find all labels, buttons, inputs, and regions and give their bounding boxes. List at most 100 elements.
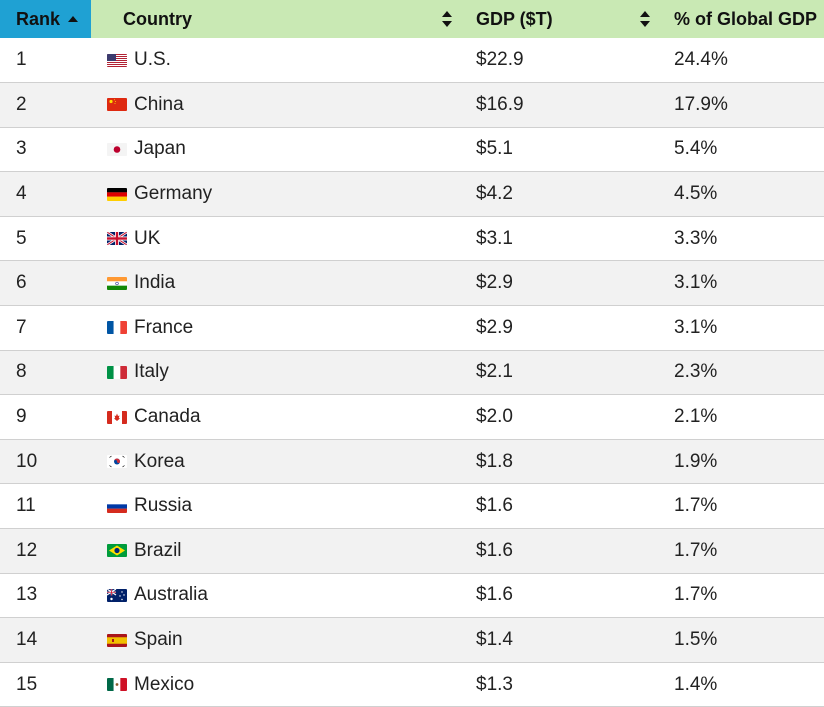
mexico-flag-icon [107, 678, 127, 692]
country-name: India [134, 272, 176, 294]
country-cell: Brazil [91, 529, 466, 574]
country-name: Mexico [134, 673, 195, 695]
gdp-cell: $1.6 [476, 584, 513, 606]
country-name: Italy [134, 361, 169, 383]
rank-cell: 11 [16, 495, 36, 517]
rank-cell: 2 [16, 93, 27, 115]
table-row: 11 Russia $1.6 1.7% [0, 483, 824, 529]
rank-cell: 4 [16, 183, 27, 205]
country-cell: Canada [91, 395, 466, 440]
rank-cell: 15 [16, 673, 38, 695]
table-row: 2 China $16.9 17.9% [0, 82, 824, 128]
table-row: 7 France $2.9 3.1% [0, 305, 824, 351]
table-row: 6 India $2.9 3.1% [0, 260, 824, 306]
rank-header-label: Rank [16, 8, 61, 29]
country-name: Spain [134, 629, 183, 651]
us-flag-icon [107, 53, 127, 67]
country-name: Korea [134, 450, 185, 472]
canada-flag-icon [107, 410, 127, 424]
country-cell: Spain [91, 618, 466, 663]
country-header-label: Country [123, 8, 192, 29]
gdp-cell: $22.9 [476, 49, 524, 71]
gdp-cell: $5.1 [476, 138, 513, 160]
rank-cell: 14 [16, 629, 38, 651]
pct-column-header[interactable]: % of Global GDP [664, 0, 824, 38]
india-flag-icon [107, 276, 127, 290]
rank-cell: 5 [16, 227, 27, 249]
pct-cell: 1.4% [674, 673, 718, 695]
country-cell: Italy [91, 350, 466, 395]
pct-cell: 1.9% [674, 450, 718, 472]
russia-flag-icon [107, 499, 127, 513]
rank-cell: 10 [16, 450, 38, 472]
table-row: 13 Australia $1.6 1.7% [0, 573, 824, 618]
rank-cell: 12 [16, 539, 38, 561]
pct-cell: 3.3% [674, 227, 718, 249]
pct-header-label: % of Global GDP [674, 8, 818, 29]
table-row: 10 Korea $1.8 1.9% [0, 439, 824, 484]
country-cell: Germany [91, 172, 466, 217]
table-row: 8 Italy $2.1 2.3% [0, 350, 824, 395]
gdp-cell: $2.0 [476, 406, 513, 428]
gdp-cell: $1.6 [476, 539, 513, 561]
australia-flag-icon [107, 588, 127, 602]
country-cell: Japan [91, 127, 466, 172]
sort-ascending-icon [68, 16, 79, 22]
rank-cell: 7 [16, 316, 27, 338]
pct-cell: 4.5% [674, 183, 718, 205]
rank-cell: 13 [16, 584, 38, 606]
pct-cell: 17.9% [674, 93, 728, 115]
pct-cell: 2.3% [674, 361, 718, 383]
country-cell: UK [91, 216, 466, 261]
country-name: U.S. [134, 49, 171, 71]
gdp-cell: $3.1 [476, 227, 513, 249]
table-row: 4 Germany $4.2 4.5% [0, 171, 824, 217]
gdp-cell: $2.9 [476, 272, 513, 294]
pct-cell: 1.7% [674, 495, 718, 517]
country-cell: Mexico [91, 662, 466, 707]
pct-cell: 1.7% [674, 539, 718, 561]
gdp-cell: $1.3 [476, 673, 513, 695]
country-name: France [134, 316, 194, 338]
table-header-row: Rank Country GDP ($T) % of Global GDP [0, 0, 824, 38]
gdp-header-label: GDP ($T) [476, 8, 553, 29]
sort-toggle-icon [640, 11, 650, 27]
country-cell: China [91, 83, 466, 128]
table-row: 3 Japan $5.1 5.4% [0, 127, 824, 172]
brazil-flag-icon [107, 544, 127, 558]
country-cell: Australia [91, 573, 466, 618]
table-body: 1 U.S. $22.9 24.4% 2 China $16.9 17.9% 3 Japan $5.… [0, 38, 824, 707]
country-name: Canada [134, 406, 201, 428]
italy-flag-icon [107, 365, 127, 379]
table-row: 15 Mexico $1.3 1.4% [0, 662, 824, 707]
gdp-cell: $1.4 [476, 629, 513, 651]
country-name: UK [134, 227, 161, 249]
rank-cell: 3 [16, 138, 27, 160]
pct-cell: 2.1% [674, 406, 718, 428]
country-column-header[interactable]: Country [91, 0, 466, 38]
table-row: 9 Canada $2.0 2.1% [0, 394, 824, 440]
pct-cell: 3.1% [674, 316, 718, 338]
gdp-cell: $4.2 [476, 183, 513, 205]
country-cell: Russia [91, 484, 466, 529]
country-cell: Korea [91, 439, 466, 484]
gdp-cell: $2.9 [476, 316, 513, 338]
china-flag-icon [107, 98, 127, 112]
pct-cell: 1.7% [674, 584, 718, 606]
gdp-cell: $2.1 [476, 361, 513, 383]
country-cell: India [91, 261, 466, 306]
country-name: Russia [134, 495, 193, 517]
japan-flag-icon [107, 142, 127, 156]
pct-cell: 24.4% [674, 49, 728, 71]
pct-cell: 3.1% [674, 272, 718, 294]
country-name: China [134, 93, 184, 115]
pct-cell: 1.5% [674, 629, 718, 651]
country-name: Brazil [134, 539, 182, 561]
gdp-cell: $1.8 [476, 450, 513, 472]
gdp-column-header[interactable]: GDP ($T) [466, 0, 664, 38]
uk-flag-icon [107, 232, 127, 246]
table-row: 12 Brazil $1.6 1.7% [0, 528, 824, 574]
rank-column-header[interactable]: Rank [0, 0, 91, 38]
country-name: Germany [134, 183, 213, 205]
